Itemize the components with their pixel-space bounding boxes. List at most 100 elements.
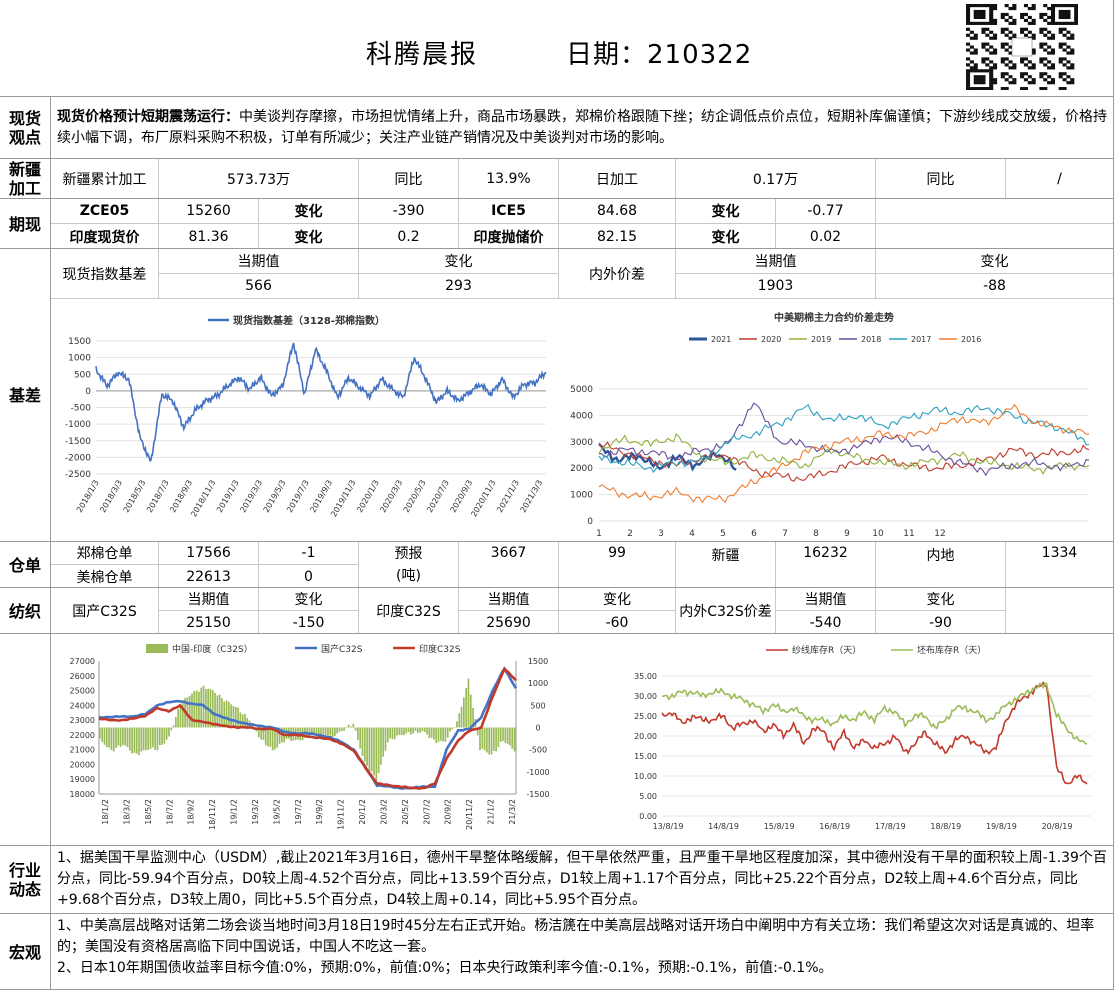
spread-label: 内外价差 (559, 249, 676, 299)
domestic-c32s-label: 国产C32S (51, 588, 159, 634)
bar (105, 727, 108, 747)
view-section: 现货 观点 现货价格预计短期震荡运行：中美谈判存摩擦，市场担忧情绪上升，商品市场… (0, 96, 1113, 159)
inland-receipt-value: 1334 (1041, 545, 1078, 561)
bar (108, 727, 110, 748)
x-tick-label: 20/3/2 (379, 799, 388, 825)
xinjiang-yoy2-value: / (1057, 171, 1062, 187)
bar (382, 727, 385, 757)
zce-receipt-label: 郑棉仓单 (51, 542, 159, 565)
bar (386, 727, 389, 743)
bar (377, 727, 380, 774)
xinjiang-label: 新疆 加工 (0, 159, 51, 199)
series-line-2016 (598, 403, 1090, 504)
bar (433, 727, 435, 740)
xinjiang-receipt-label: 新疆 (676, 542, 776, 588)
bar (375, 727, 378, 782)
bar (357, 727, 359, 740)
x-tick-label: 2020/5/3 (402, 479, 428, 515)
bar (179, 705, 182, 728)
bar (142, 727, 145, 751)
c32s-chart: 27000 26000 25000 24000 23000 22000 21000 20000… (70, 643, 550, 830)
x-tick-label: 2018/9/3 (168, 479, 194, 515)
y-tick-label: 3000 (570, 438, 593, 448)
bar (393, 727, 396, 740)
macro-label: 宏观 (0, 914, 51, 990)
bar (124, 727, 127, 746)
x-tick-label: 20/11/2 (465, 799, 474, 830)
legend-label: 2020 (761, 335, 781, 344)
spread-cur-label-2: 当期值 (776, 588, 876, 611)
bar (465, 688, 468, 728)
chart-title: 中美期棉主力合约价差走势 (774, 311, 894, 324)
y-tick-label: -1000 (65, 420, 91, 430)
bar (479, 727, 481, 751)
bar (405, 727, 408, 734)
spinning-charts-label (0, 634, 51, 846)
bar (345, 726, 348, 728)
bar (421, 727, 424, 732)
domestic-chg: -150 (259, 611, 359, 634)
y-tick-label-right: 1500 (528, 657, 548, 666)
basis-label: 基差 (0, 249, 51, 542)
bar (499, 727, 502, 742)
zce05-label: ZCE05 (51, 199, 159, 224)
y-tick-label: 5000 (570, 385, 593, 395)
y-tick-label-left: 25000 (70, 687, 95, 696)
bar (338, 727, 341, 732)
bar (400, 727, 403, 736)
bar (181, 702, 184, 728)
xinjiang-receipt-value: 16232 (776, 542, 876, 588)
series-line-纱线库存R（天） (661, 681, 1088, 785)
c32s-spread-chg: -90 (876, 611, 1006, 634)
bar (437, 727, 440, 742)
bar (151, 727, 154, 748)
x-tick-label: 2019/3/3 (238, 479, 264, 515)
domestic-cur: 25150 (159, 611, 259, 634)
y-tick-label-left: 27000 (70, 657, 95, 666)
legend-label: 2021 (711, 335, 731, 344)
bar (403, 727, 405, 736)
x-tick-label: 18/8/19 (930, 822, 961, 831)
series-line-2018 (598, 402, 1090, 477)
forecast-label: 预报 (吨) (359, 542, 459, 588)
x-tick-label: 19/8/19 (986, 822, 1017, 831)
bar (460, 706, 463, 728)
bar (359, 727, 362, 749)
bar (188, 695, 191, 728)
xinjiang-cum-label: 新疆累计加工 (51, 159, 159, 199)
x-tick-label: 21/1/2 (487, 799, 496, 825)
x-tick-label: 2019/7/3 (285, 479, 311, 515)
bar (363, 727, 366, 762)
xinjiang-cum-value: 573.73万 (159, 159, 359, 199)
bar (128, 727, 131, 751)
x-tick-label: 19/5/2 (272, 799, 281, 825)
bar (451, 727, 454, 730)
bar (373, 727, 375, 776)
legend-label: 坯布库存R（天） (917, 644, 986, 656)
y-tick-label: -2500 (65, 470, 91, 480)
x-tick-label: 2018/7/3 (145, 479, 171, 515)
bar (446, 727, 449, 738)
x-tick-label: 19/7/2 (294, 799, 303, 825)
bar (416, 727, 419, 733)
x-tick-label: 13/8/19 (653, 822, 684, 831)
bar (200, 687, 203, 728)
spread-chg-label-2: 变化 (876, 588, 1006, 611)
series-line-basis (95, 342, 547, 462)
y-tick-label: 0 (85, 387, 91, 397)
x-tick-label: 2019/5/3 (262, 479, 288, 515)
spread-chg-label: 变化 (876, 249, 1113, 274)
zce05-change: -390 (359, 199, 459, 224)
x-tick-label: 2020/1/3 (355, 479, 381, 515)
bar (435, 727, 438, 744)
india-reserve-label: 印度抛储价 (459, 224, 559, 249)
view-label: 现货 观点 (0, 97, 51, 159)
warehouse-label: 仓单 (0, 542, 51, 588)
y-tick-label: 0 (587, 517, 593, 527)
bar (172, 725, 175, 728)
x-tick-label: 2018/5/3 (122, 479, 148, 515)
y-tick-label-right: 0 (535, 724, 540, 733)
x-tick-label: 18/5/2 (144, 799, 153, 825)
bar (276, 727, 279, 748)
bar (145, 727, 147, 751)
